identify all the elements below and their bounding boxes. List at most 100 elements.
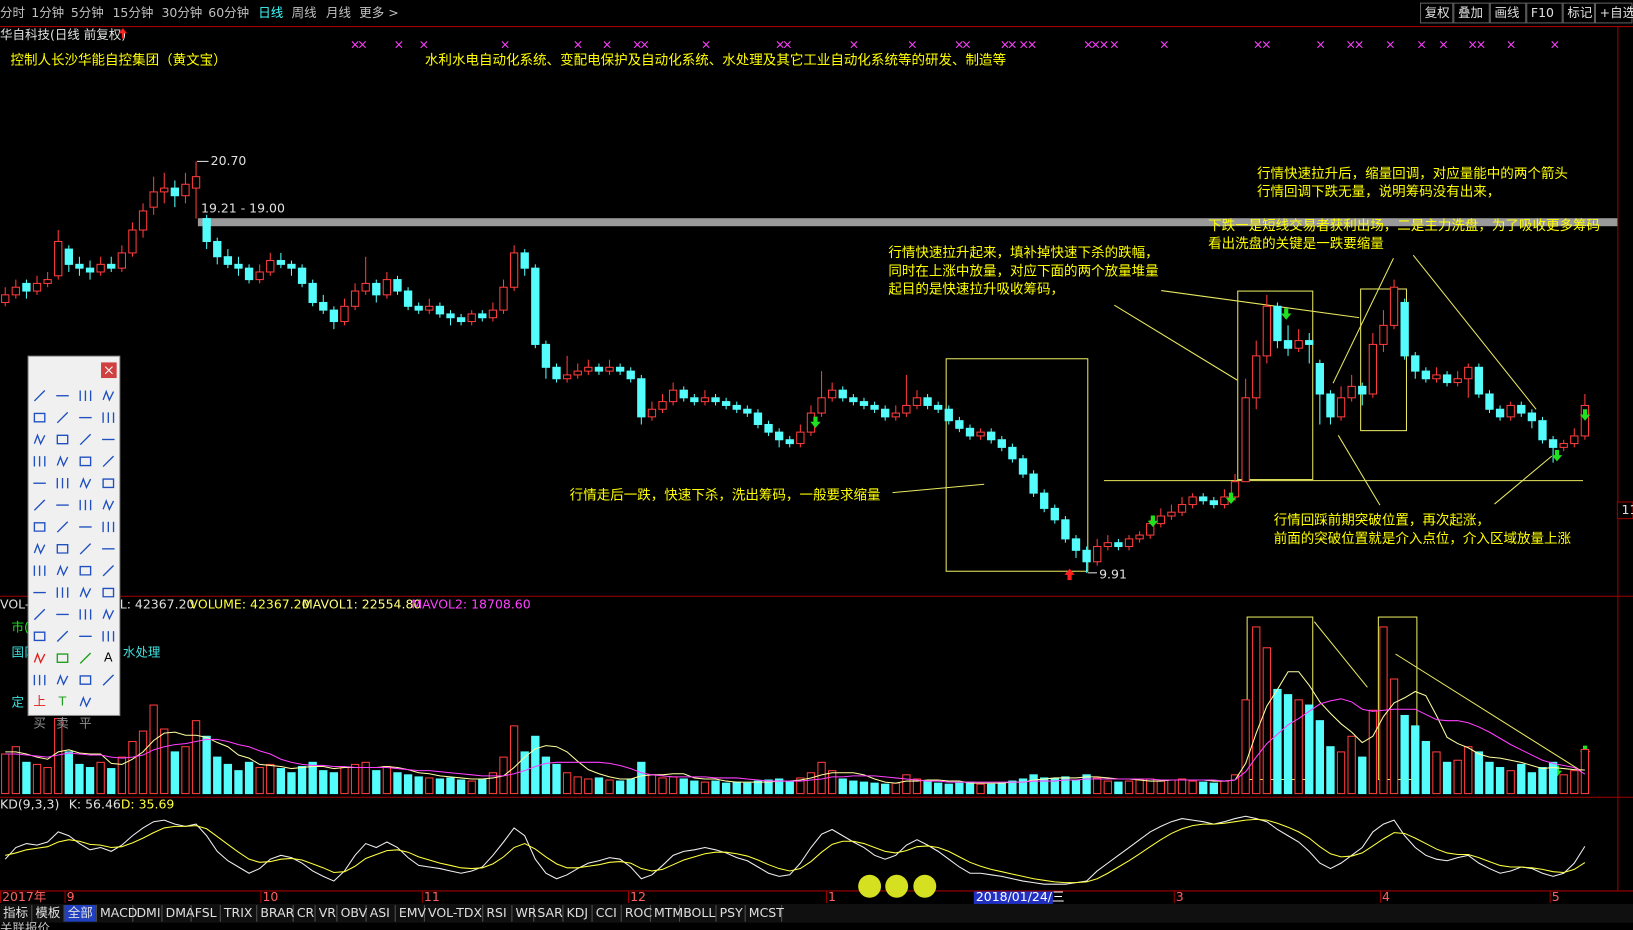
period-tab[interactable]: 周线 <box>292 5 317 20</box>
toolbox-icon[interactable] <box>102 565 115 577</box>
indicator-tab[interactable]: 指标 <box>3 905 28 920</box>
indicator-tab[interactable]: BOLL <box>683 905 715 920</box>
toolbox-icon[interactable] <box>56 673 69 686</box>
toolbox-icon[interactable] <box>33 608 46 621</box>
toolbox-icon[interactable] <box>56 543 69 554</box>
indicator-tab[interactable]: EMV <box>399 905 427 920</box>
toolbox-icon[interactable] <box>56 521 69 533</box>
toolbox-icon[interactable] <box>56 630 69 643</box>
indicator-tab[interactable]: 全部 <box>68 905 93 920</box>
indicator-tab[interactable]: DMA <box>166 905 195 920</box>
indicator-tab[interactable]: BRAR <box>260 905 294 920</box>
toolbox-icon[interactable] <box>79 433 92 446</box>
indicator-tab[interactable]: VOL-TDX <box>428 905 482 920</box>
toolbox-icon[interactable] <box>79 586 92 599</box>
toolbox-icon[interactable] <box>56 455 69 468</box>
toolbox-icon[interactable] <box>79 390 92 401</box>
toolbox-icon[interactable] <box>33 499 46 511</box>
toolbox-icon[interactable] <box>102 587 115 598</box>
period-tab[interactable]: 月线 <box>326 5 351 20</box>
toolbar-button[interactable]: +自选 <box>1600 5 1633 20</box>
toolbox-icon[interactable] <box>33 631 46 642</box>
indicator-tab[interactable]: MTM <box>654 905 683 920</box>
indicator-tab[interactable]: KDJ <box>567 905 588 920</box>
period-tab[interactable]: 更多 > <box>359 5 398 20</box>
toolbox-icon[interactable] <box>56 434 69 445</box>
indicator-tab[interactable]: WR <box>516 905 537 920</box>
toolbox-icon[interactable] <box>79 675 92 685</box>
toolbox-icon[interactable] <box>33 412 46 423</box>
toolbox-icon[interactable] <box>79 543 92 555</box>
toolbar-button[interactable]: 叠加 <box>1458 5 1483 20</box>
toolbox-icon[interactable] <box>33 433 46 446</box>
toolbox-icon[interactable] <box>102 389 115 402</box>
toolbar-button[interactable]: F10 <box>1531 5 1554 20</box>
toolbox-icon[interactable] <box>56 587 69 598</box>
indicator-tab[interactable]: 模板 <box>35 905 60 920</box>
indicator-tab[interactable]: SAR <box>537 905 563 920</box>
indicator-tab[interactable]: TRIX <box>223 905 253 920</box>
indicator-tab[interactable]: RSI <box>486 905 506 920</box>
candle-body <box>1315 362 1325 395</box>
period-tab[interactable]: 15分钟 <box>112 5 153 20</box>
indicator-tab[interactable]: VR <box>319 905 337 920</box>
toolbox-icon[interactable] <box>79 695 92 708</box>
toolbox-icon[interactable] <box>33 390 46 402</box>
toolbox-icon[interactable] <box>33 542 46 555</box>
toolbox-label[interactable]: 上 <box>33 693 45 708</box>
candle-body <box>1368 343 1378 395</box>
toolbox-label[interactable]: 卖 <box>56 715 68 730</box>
indicator-tab[interactable]: MCST <box>749 905 784 920</box>
toolbox-icon[interactable] <box>102 674 115 686</box>
toolbox-icon[interactable] <box>79 456 92 467</box>
toolbox-icon[interactable] <box>102 521 115 533</box>
toolbox-icon[interactable] <box>56 653 69 664</box>
candle-body <box>297 267 307 284</box>
toolbar-button[interactable]: 画线 <box>1494 5 1519 20</box>
toolbar-button[interactable]: 标记 <box>1567 5 1592 20</box>
toolbox-icon[interactable] <box>56 411 69 424</box>
toolbox-icon[interactable] <box>56 564 69 577</box>
indicator-tab[interactable]: DMI <box>136 905 160 920</box>
period-tab[interactable]: 分时 <box>0 5 25 20</box>
candle-body <box>732 404 741 410</box>
indicator-tab[interactable]: CCI <box>596 905 617 920</box>
indicator-tab[interactable]: ASI <box>370 905 390 920</box>
toolbox-icon[interactable] <box>33 652 46 665</box>
toolbox-icon[interactable] <box>79 565 92 576</box>
toolbox-icon[interactable] <box>79 477 92 490</box>
period-tab[interactable]: 1分钟 <box>31 5 64 20</box>
indicator-tab[interactable]: CR <box>297 905 315 920</box>
period-tab[interactable]: 30分钟 <box>161 5 202 20</box>
toolbox-icon[interactable] <box>79 609 92 620</box>
toolbox-icon[interactable] <box>102 455 115 468</box>
toolbox-icon[interactable] <box>79 499 92 511</box>
toolbox-icon[interactable] <box>102 478 115 489</box>
toolbox-label[interactable]: T <box>58 693 67 708</box>
period-tab[interactable]: 60分钟 <box>208 5 249 20</box>
toolbox-icon[interactable] <box>79 652 92 664</box>
period-tab[interactable]: 5分钟 <box>71 5 104 20</box>
toolbox-icon[interactable] <box>33 522 46 532</box>
toolbox-icon[interactable] <box>33 674 46 686</box>
toolbox-icon[interactable] <box>33 565 46 576</box>
indicator-tab[interactable]: OBV <box>341 905 368 920</box>
volume-bar <box>319 770 328 795</box>
indicator-tab[interactable]: ROC <box>625 905 653 920</box>
toolbox-label[interactable]: 买 <box>33 715 45 730</box>
indicator-tab[interactable]: PSY <box>720 905 743 920</box>
toolbox-label[interactable]: 平 <box>79 715 91 730</box>
toolbar-button[interactable]: 复权 <box>1425 5 1450 20</box>
toolbox-icon[interactable] <box>102 412 115 423</box>
period-tab[interactable]: 日线 <box>258 5 283 20</box>
toolbox-icon[interactable] <box>33 456 46 467</box>
indicator-tab[interactable]: MACD <box>100 905 137 920</box>
toolbox-label[interactable]: A <box>104 650 113 665</box>
toolbox-icon[interactable] <box>102 631 115 642</box>
toolbox-icon[interactable] <box>102 608 115 621</box>
indicator-tab[interactable]: FSL <box>195 905 217 920</box>
toolbox-icon[interactable] <box>56 478 69 489</box>
event-marker: × <box>1416 36 1426 51</box>
volume-bar <box>1474 751 1484 795</box>
toolbox-icon[interactable] <box>102 499 115 511</box>
